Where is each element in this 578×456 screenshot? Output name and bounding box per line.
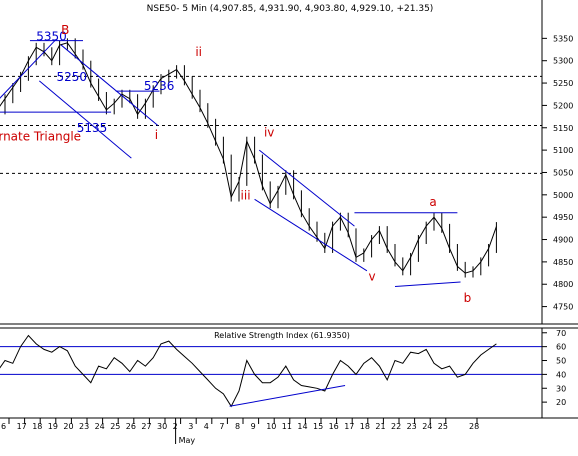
- x-tick-label: 15: [313, 422, 323, 431]
- x-tick-label: 27: [141, 422, 151, 431]
- price-trendline: [394, 281, 461, 287]
- x-tick-label: 23: [79, 422, 89, 431]
- wave-label: b: [464, 291, 472, 305]
- wave-label: iv: [264, 126, 274, 140]
- x-tick-label: 24: [95, 422, 105, 431]
- x-axis: 6 17 18 19 20 23 24 25 26 27 30 23 4 7 8 9 10 11 14 15 16 17 1…: [1, 418, 479, 445]
- price-trendline: [254, 198, 368, 272]
- rsi-tick-label: 30: [556, 384, 566, 393]
- level-label: 5236: [144, 79, 175, 93]
- wave-label: i: [155, 128, 158, 142]
- price-tick-label: 4800: [553, 280, 573, 289]
- x-tick-label: 28: [469, 422, 479, 431]
- rsi-line: [0, 334, 497, 408]
- x-tick-label: 18: [32, 422, 42, 431]
- price-tick-label: 5000: [553, 191, 573, 200]
- price-tick-label: 4850: [553, 258, 573, 267]
- x-tick-label: 25: [110, 422, 120, 431]
- x-tick-label: 17: [17, 422, 27, 431]
- wave-label: ernate Triangle: [0, 129, 81, 143]
- price-tick-label: 5300: [553, 57, 573, 66]
- x-tick-label: 6: [1, 422, 6, 431]
- price-tick-label: 5200: [553, 101, 573, 110]
- level-label: 5250: [56, 70, 87, 84]
- rsi-tick-label: 60: [556, 343, 566, 352]
- x-tick-label: 3: [188, 422, 193, 431]
- x-tick-label: 25: [438, 422, 448, 431]
- price-tick-label: 4750: [553, 303, 573, 312]
- rsi-panel-title: Relative Strength Index (61.9350): [214, 331, 350, 340]
- level-label: 5135: [77, 121, 108, 135]
- price-panel-title: NSE50- 5 Min (4,907.85, 4,931.90, 4,903.…: [147, 4, 434, 14]
- x-tick-label: 16: [329, 422, 339, 431]
- wave-label: iii: [241, 188, 251, 202]
- price-tick-label: 5100: [553, 146, 573, 155]
- x-tick-label: 7: [219, 422, 224, 431]
- x-tick-label: 30: [157, 422, 167, 431]
- price-tick-label: 5250: [553, 79, 573, 88]
- wave-label: v: [368, 270, 375, 284]
- rsi-series: [0, 334, 497, 408]
- price-trendline: [0, 40, 56, 99]
- price-trendline: [60, 44, 159, 126]
- x-tick-label: 8: [235, 422, 240, 431]
- level-label: 5350: [36, 30, 67, 44]
- price-tick-label: 5050: [553, 168, 573, 177]
- price-tick-label: 5350: [553, 34, 573, 43]
- x-tick-label: 19: [48, 422, 58, 431]
- x-tick-label: 9: [251, 422, 256, 431]
- rsi-tick-label: 40: [556, 370, 566, 379]
- price-annotations: 5350B5250523651355ernate Triangleiiiiiii…: [0, 23, 471, 305]
- price-panel: NSE50- 5 Min (4,907.85, 4,931.90, 4,903.…: [0, 0, 578, 325]
- price-tick-label: 4950: [553, 213, 573, 222]
- x-tick-label: 11: [282, 422, 292, 431]
- price-tick-label: 5150: [553, 124, 573, 133]
- month-label: May: [179, 436, 196, 445]
- wave-label: B: [61, 23, 69, 37]
- x-tick-label: 22: [391, 422, 401, 431]
- price-axis-ticks: 4750 4800 4850 4900 4950 5000 5050 5100 5150 5200…: [542, 34, 573, 312]
- wave-label: ii: [195, 45, 202, 59]
- x-tick-label: 24: [422, 422, 432, 431]
- x-tick-label: 17: [344, 422, 354, 431]
- x-tick-label: 23: [407, 422, 417, 431]
- x-tick-label: 14: [297, 422, 307, 431]
- price-trendline: [38, 80, 132, 159]
- price-trendline: [258, 149, 355, 227]
- x-tick-label: 18: [360, 422, 370, 431]
- x-tick-label: 21: [375, 422, 385, 431]
- x-tick-label: 10: [266, 422, 276, 431]
- rsi-trendlines: [229, 384, 346, 407]
- rsi-tick-label: 50: [556, 357, 566, 366]
- rsi-trendline: [229, 384, 346, 407]
- x-tick-label: 20: [63, 422, 73, 431]
- rsi-axis-ticks: 20 30 40 50 60 70: [542, 329, 566, 407]
- x-tick-label: 4: [204, 422, 209, 431]
- rsi-tick-label: 70: [556, 329, 566, 338]
- price-tick-label: 4900: [553, 236, 573, 245]
- price-trendlines: [0, 40, 461, 287]
- rsi-reference-levels: [0, 346, 542, 375]
- wave-label: a: [429, 195, 436, 209]
- rsi-panel: Relative Strength Index (61.9350) 20 30 40…: [0, 327, 578, 419]
- x-tick-label: 26: [126, 422, 136, 431]
- rsi-tick-label: 20: [556, 398, 566, 407]
